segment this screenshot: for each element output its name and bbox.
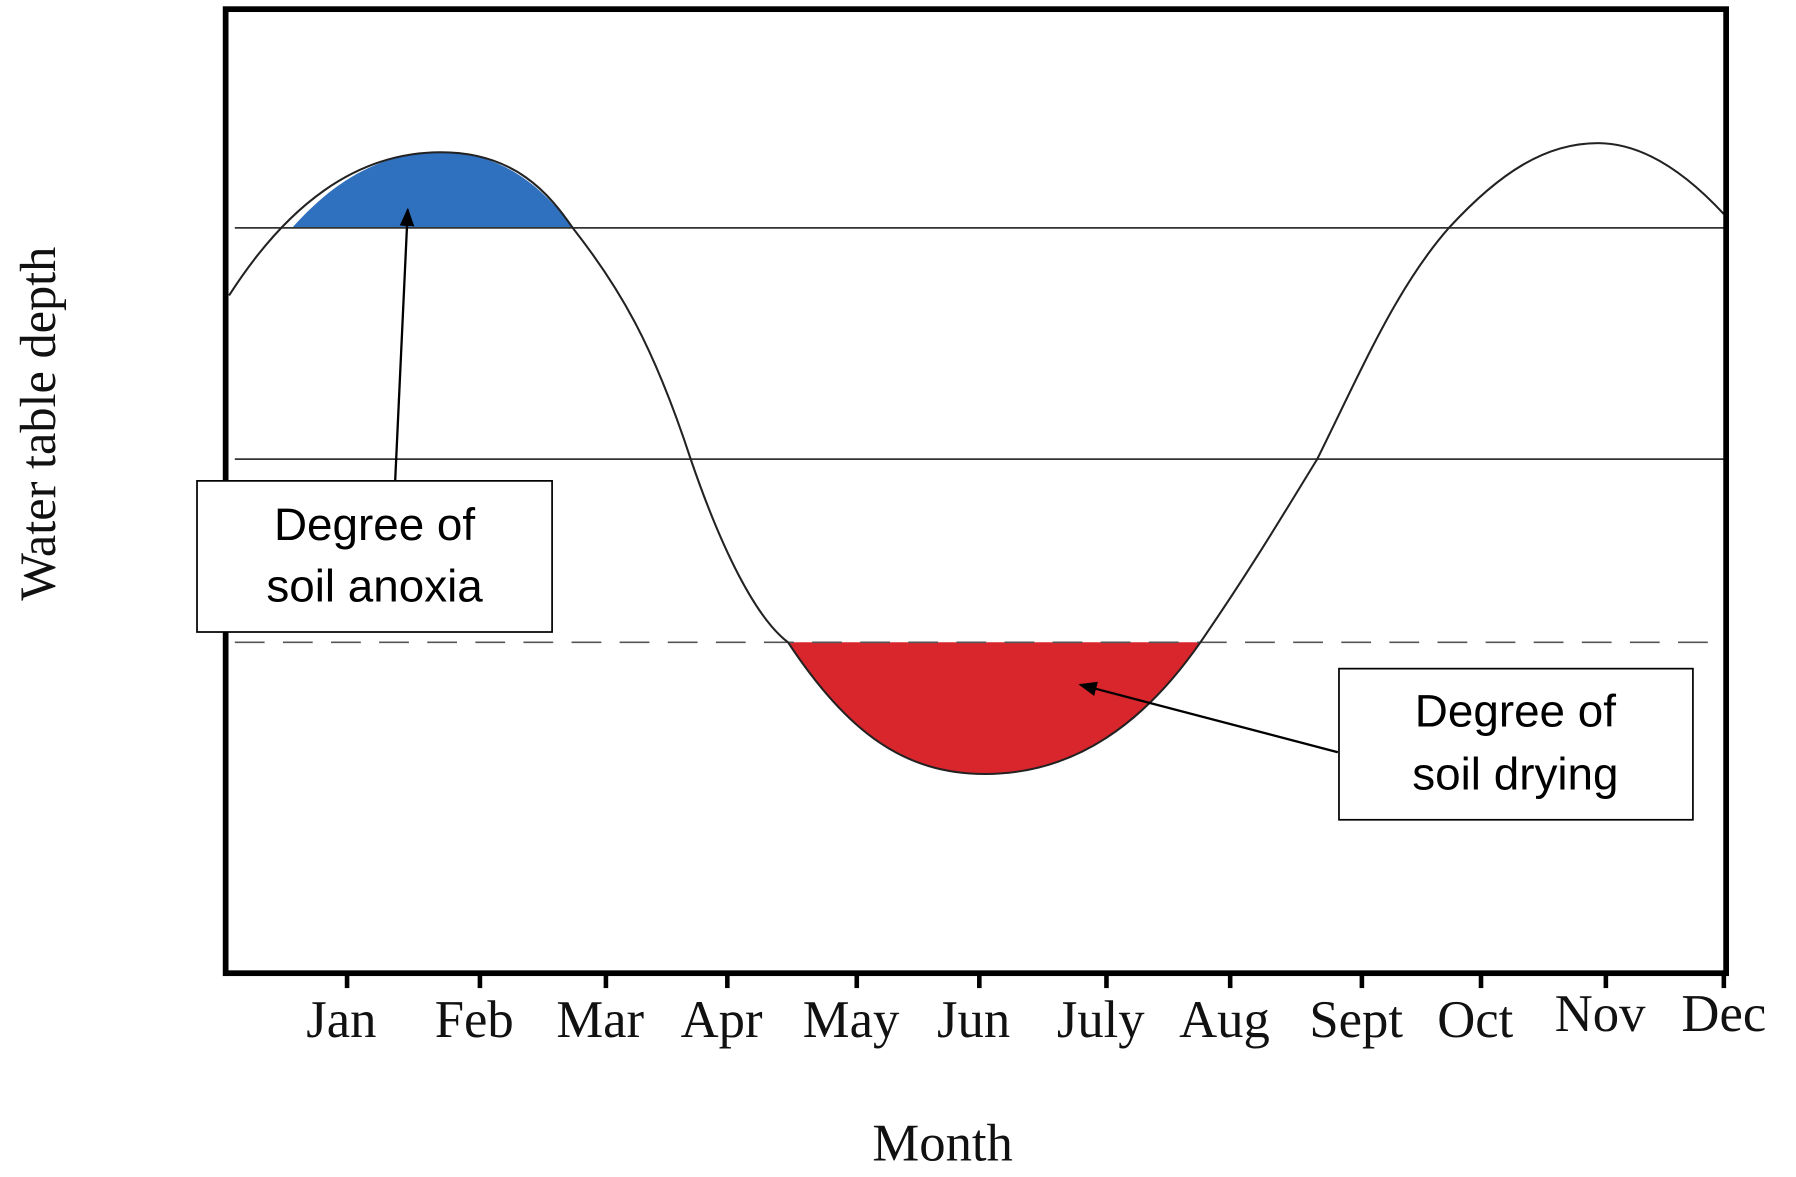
- y-axis-label: Water table depth: [10, 247, 66, 601]
- annotation-text: Degree of: [1415, 686, 1616, 737]
- month-label: Nov: [1555, 985, 1646, 1043]
- annotation-text: soil drying: [1412, 749, 1618, 800]
- month-label: Jun: [937, 991, 1010, 1049]
- anoxia-area: [292, 152, 573, 228]
- x-axis: Jan Feb Mar Apr May Jun July Aug Sept Oct Nov Dec: [306, 973, 1766, 1049]
- drying-arrow: [1078, 681, 1339, 754]
- month-label: Mar: [556, 991, 644, 1049]
- month-label: Feb: [435, 991, 514, 1049]
- month-label: Dec: [1681, 985, 1766, 1043]
- drying-area: [788, 642, 1201, 774]
- water-table-curve: [228, 142, 1725, 776]
- anoxia-box: [196, 480, 553, 633]
- month-label: Apr: [681, 991, 763, 1049]
- month-label: Jan: [306, 991, 376, 1049]
- month-label: Oct: [1437, 991, 1513, 1049]
- annotation-text: Degree of: [274, 499, 475, 550]
- month-label: Aug: [1179, 991, 1270, 1049]
- annotation-text: soil anoxia: [266, 561, 483, 612]
- month-label: Sept: [1309, 991, 1403, 1049]
- drying-box: [1338, 667, 1694, 821]
- month-label: July: [1057, 991, 1145, 1049]
- anoxia-arrow: [394, 207, 415, 481]
- month-label: May: [803, 991, 900, 1049]
- x-axis-label: Month: [872, 1114, 1012, 1172]
